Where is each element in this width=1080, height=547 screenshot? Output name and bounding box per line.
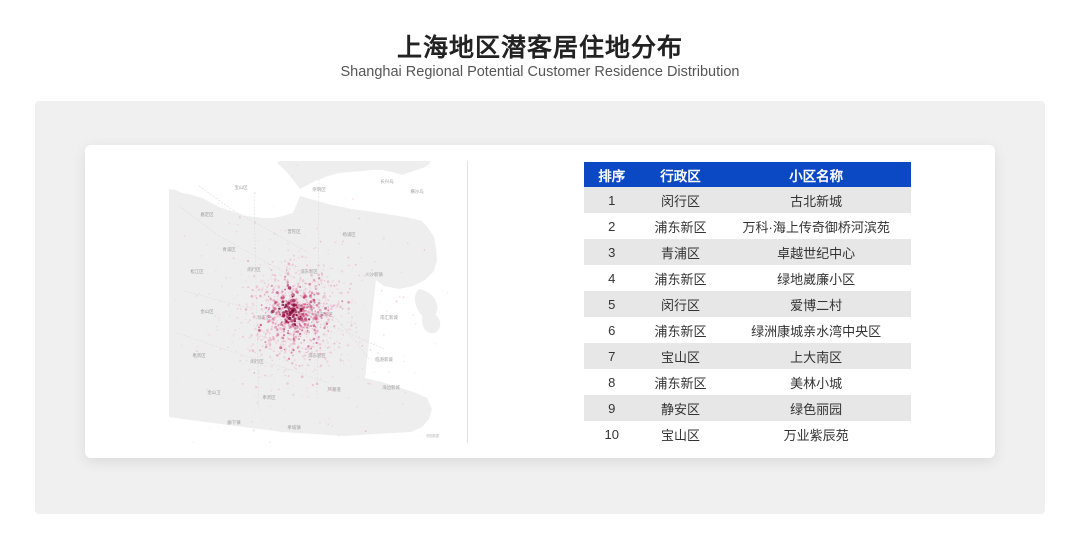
svg-text:杨浦区: 杨浦区 bbox=[342, 231, 356, 238]
svg-text:嘉定区: 嘉定区 bbox=[200, 211, 214, 218]
svg-text:青浦区: 青浦区 bbox=[222, 246, 236, 253]
svg-text:南汇新城: 南汇新城 bbox=[380, 314, 398, 321]
svg-text:临港新城: 临港新城 bbox=[375, 356, 393, 363]
svg-text:奉城镇: 奉城镇 bbox=[287, 424, 301, 431]
svg-text:海边新城: 海边新城 bbox=[382, 384, 400, 391]
svg-text:普陀区: 普陀区 bbox=[287, 228, 301, 235]
svg-text:金山区: 金山区 bbox=[200, 308, 214, 315]
svg-text:长兴岛: 长兴岛 bbox=[380, 178, 394, 185]
svg-text:廊下镇: 廊下镇 bbox=[227, 419, 241, 426]
svg-text:金山卫: 金山卫 bbox=[207, 389, 221, 396]
svg-text:浦东新区: 浦东新区 bbox=[300, 268, 318, 275]
svg-text:松江区: 松江区 bbox=[190, 268, 204, 275]
svg-text:横沙岛: 横沙岛 bbox=[410, 188, 424, 195]
svg-text:底图数据: 底图数据 bbox=[426, 433, 440, 438]
svg-text:奉贤区: 奉贤区 bbox=[192, 352, 206, 359]
svg-text:奉贤区: 奉贤区 bbox=[262, 394, 276, 401]
svg-text:宝山区: 宝山区 bbox=[234, 184, 248, 191]
